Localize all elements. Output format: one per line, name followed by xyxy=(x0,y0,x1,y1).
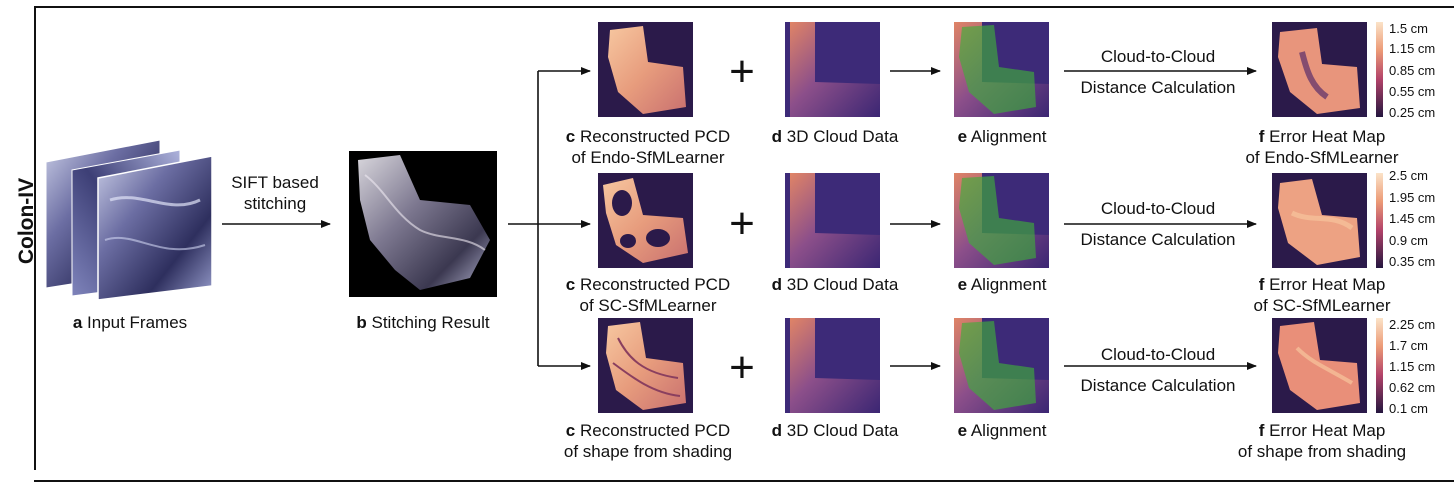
colorbar-tick: 1.95 cm xyxy=(1389,190,1436,205)
cloud-caption-row2: d 3D Cloud Data xyxy=(771,275,899,294)
heatmap-caption-row1: f Error Heat Map of Endo-SfMLearner xyxy=(1245,127,1399,167)
cloud-caption-row3: d 3D Cloud Data xyxy=(771,421,899,440)
alignment-caption-row3: e Alignment xyxy=(957,421,1047,440)
stitch-step-line2: stitching xyxy=(243,194,307,213)
colorbar-tick: 0.55 cm xyxy=(1389,84,1436,99)
colorbar-row1 xyxy=(1376,22,1383,117)
colorbar-tick: 1.15 cm xyxy=(1389,41,1436,56)
pcd-caption-row3: c Reconstructed PCD of shape from shadin… xyxy=(563,421,733,461)
stitch-step-label: SIFT based stitching xyxy=(220,172,330,214)
cloud-image-row3 xyxy=(785,318,880,413)
top-rule xyxy=(34,6,1454,8)
colorbar-tick: 0.25 cm xyxy=(1389,105,1436,120)
heatmap-caption-row3: f Error Heat Map of shape from shading xyxy=(1237,421,1407,461)
bottom-rule xyxy=(34,480,1454,482)
colorbar-tick: 1.15 cm xyxy=(1389,359,1436,374)
calc-label-row1: Cloud-to-Cloud Distance Calculation xyxy=(1080,47,1236,97)
cloud-image-row1 xyxy=(785,22,880,117)
input-caption: a Input Frames xyxy=(72,313,188,332)
colorbar-tick: 2.5 cm xyxy=(1389,168,1429,183)
plus-sign-row3: + xyxy=(729,343,755,392)
colorbar-tick: 2.25 cm xyxy=(1389,317,1436,332)
heatmap-image-row2 xyxy=(1272,173,1367,268)
colorbar-tick: 1.45 cm xyxy=(1389,211,1436,226)
pcd-image-row3 xyxy=(598,318,693,413)
stitch-step-line1: SIFT based xyxy=(231,173,319,192)
left-rule xyxy=(34,8,36,470)
alignment-caption-row2: e Alignment xyxy=(957,275,1047,294)
colorbar-tick: 1.7 cm xyxy=(1389,338,1429,353)
alignment-image-row2 xyxy=(954,173,1049,268)
heatmap-caption-row2: f Error Heat Map of SC-SfMLearner xyxy=(1253,275,1391,315)
colorbar-row2 xyxy=(1376,173,1383,268)
pcd-image-row1 xyxy=(598,22,693,117)
cloud-image-row2 xyxy=(785,173,880,268)
alignment-caption-row1: e Alignment xyxy=(957,127,1047,146)
colorbar-tick: 0.9 cm xyxy=(1389,233,1429,248)
heatmap-image-row3 xyxy=(1272,318,1367,413)
colorbar-tick: 0.1 cm xyxy=(1389,401,1429,416)
colorbar-tick: 0.85 cm xyxy=(1389,63,1436,78)
alignment-image-row1 xyxy=(954,22,1049,117)
pcd-caption-row2: c Reconstructed PCD of SC-SfMLearner xyxy=(565,275,731,315)
cloud-caption-row1: d 3D Cloud Data xyxy=(771,127,899,146)
colorbar-tick: 0.62 cm xyxy=(1389,380,1436,395)
calc-label-row2: Cloud-to-Cloud Distance Calculation xyxy=(1080,199,1236,249)
heatmap-image-row1 xyxy=(1272,22,1367,117)
alignment-image-row3 xyxy=(954,318,1049,413)
colorbar-row3 xyxy=(1376,318,1383,413)
pcd-image-row2 xyxy=(598,173,693,268)
plus-sign-row1: + xyxy=(729,47,755,96)
plus-sign-row2: + xyxy=(729,199,755,248)
pcd-caption-row1: c Reconstructed PCD of Endo-SfMLearner xyxy=(565,127,731,167)
calc-label-row3: Cloud-to-Cloud Distance Calculation xyxy=(1080,345,1236,395)
colorbar-tick: 1.5 cm xyxy=(1389,21,1429,36)
colorbar-tick: 0.35 cm xyxy=(1389,254,1436,269)
stitching-caption: b Stitching Result xyxy=(356,313,490,332)
